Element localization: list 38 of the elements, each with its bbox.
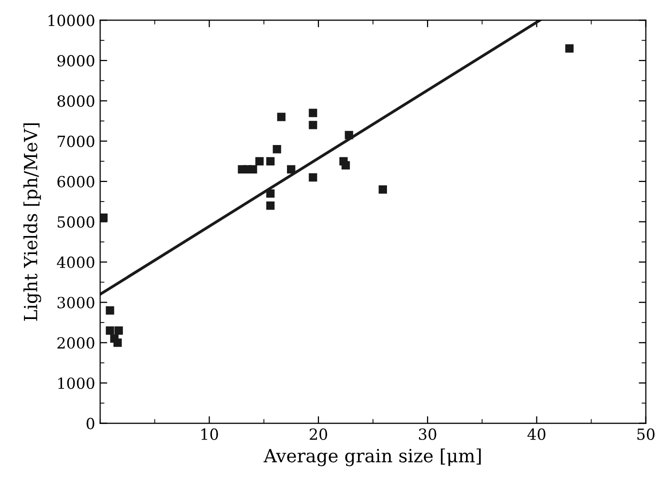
- x-tick-label: 40: [527, 428, 546, 440]
- x-tick-label: 50: [637, 428, 655, 440]
- y-tick-label: 4000: [56, 256, 94, 268]
- point: [272, 145, 282, 154]
- point: [286, 165, 296, 174]
- point: [342, 161, 350, 170]
- point: [255, 157, 264, 166]
- y-tick-label: 7000: [58, 136, 94, 148]
- point: [378, 185, 387, 194]
- y-tick-label: 3000: [58, 296, 94, 308]
- point: [565, 44, 574, 53]
- point: [308, 108, 318, 118]
- point: [100, 214, 108, 222]
- point: [114, 326, 123, 335]
- y-tick-label: 8000: [57, 95, 94, 107]
- y-tick-label: 10000: [48, 14, 94, 26]
- point: [308, 120, 318, 130]
- x-tick-label: 10: [201, 428, 218, 440]
- x-tick-label: 30: [419, 428, 436, 440]
- point: [113, 338, 122, 347]
- y-tick-label: 9000: [57, 54, 94, 67]
- x-axis-title: Average grain size [μm]: [264, 448, 481, 466]
- point: [344, 130, 354, 140]
- point: [106, 306, 114, 315]
- point: [277, 112, 286, 122]
- point: [106, 326, 114, 335]
- y-tick-label: 2000: [57, 337, 94, 349]
- y-tick-label: 1000: [58, 377, 94, 389]
- y-tick-label: 6000: [57, 176, 94, 188]
- point: [248, 165, 258, 174]
- point: [266, 189, 275, 198]
- point: [266, 201, 275, 210]
- point: [266, 157, 275, 166]
- y-tick-label: 0: [86, 418, 94, 430]
- y-tick-label: 5000: [58, 216, 94, 228]
- point: [308, 173, 318, 182]
- y-axis-title: Light Yields [ph/MeV]: [23, 123, 42, 321]
- x-tick-label: 20: [310, 428, 328, 440]
